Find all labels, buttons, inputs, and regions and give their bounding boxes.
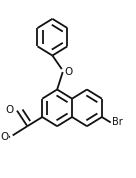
- Text: O: O: [5, 105, 13, 115]
- Text: Br: Br: [112, 117, 123, 127]
- Text: O: O: [1, 132, 9, 142]
- Text: O: O: [65, 67, 73, 77]
